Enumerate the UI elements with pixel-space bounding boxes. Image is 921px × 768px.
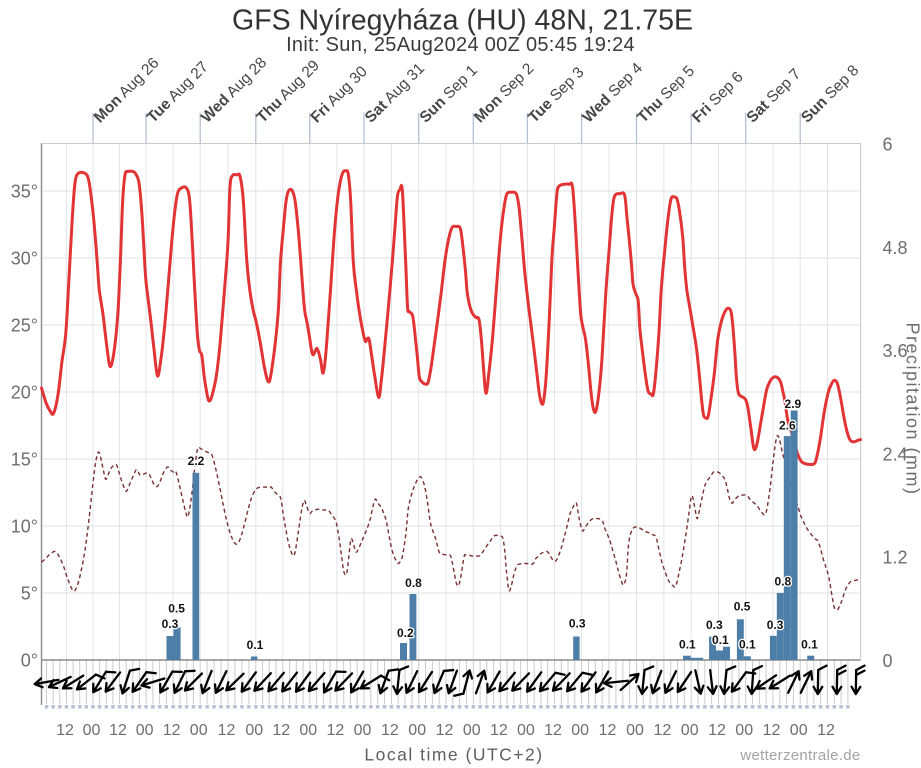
svg-text:0.8: 0.8 (775, 575, 792, 589)
svg-text:0.1: 0.1 (739, 638, 756, 652)
svg-text:00: 00 (245, 722, 263, 739)
svg-text:00: 00 (571, 722, 589, 739)
svg-text:12: 12 (436, 722, 454, 739)
svg-text:2.6: 2.6 (779, 419, 796, 433)
svg-text:6: 6 (883, 135, 893, 155)
svg-text:00: 00 (626, 722, 644, 739)
svg-text:12: 12 (708, 722, 726, 739)
svg-text:0.1: 0.1 (712, 633, 729, 647)
svg-text:12: 12 (381, 722, 399, 739)
svg-text:12: 12 (490, 722, 508, 739)
svg-text:0.5: 0.5 (734, 600, 751, 614)
svg-text:Local time (UTC+2): Local time (UTC+2) (364, 745, 543, 765)
svg-text:Init: Sun, 25Aug2024 00Z 05:45: Init: Sun, 25Aug2024 00Z 05:45 19:24 (286, 34, 635, 56)
svg-text:0.1: 0.1 (247, 638, 264, 652)
svg-text:0.3: 0.3 (767, 618, 784, 632)
svg-text:12: 12 (218, 722, 236, 739)
svg-text:12: 12 (327, 722, 345, 739)
svg-text:00: 00 (299, 722, 317, 739)
svg-text:00: 00 (83, 722, 101, 739)
svg-text:12: 12 (272, 722, 290, 739)
svg-text:12: 12 (56, 722, 74, 739)
svg-text:12: 12 (544, 722, 562, 739)
svg-text:20°: 20° (11, 382, 38, 402)
svg-text:00: 00 (463, 722, 481, 739)
svg-text:00: 00 (408, 722, 426, 739)
svg-text:00: 00 (790, 722, 808, 739)
svg-text:00: 00 (354, 722, 372, 739)
svg-text:GFS Nyíregyháza (HU) 48N, 21.7: GFS Nyíregyháza (HU) 48N, 21.75E (232, 5, 693, 37)
svg-text:12: 12 (817, 722, 835, 739)
svg-text:15°: 15° (11, 449, 38, 469)
svg-text:2.4: 2.4 (883, 444, 908, 464)
svg-text:0°: 0° (21, 650, 38, 670)
svg-text:4.8: 4.8 (883, 238, 908, 258)
svg-text:30°: 30° (11, 248, 38, 268)
svg-text:00: 00 (517, 722, 535, 739)
svg-text:0.1: 0.1 (679, 638, 696, 652)
svg-text:35°: 35° (11, 181, 38, 201)
svg-text:5°: 5° (21, 583, 38, 603)
svg-text:00: 00 (681, 722, 699, 739)
svg-text:0.3: 0.3 (569, 616, 586, 630)
svg-text:00: 00 (735, 722, 753, 739)
svg-text:0.5: 0.5 (168, 601, 185, 615)
svg-text:1.2: 1.2 (883, 548, 908, 568)
svg-text:12: 12 (763, 722, 781, 739)
svg-text:12: 12 (163, 722, 181, 739)
svg-text:0: 0 (883, 651, 893, 671)
svg-text:12: 12 (109, 722, 127, 739)
svg-text:Precipitation (mm): Precipitation (mm) (903, 322, 921, 495)
svg-text:00: 00 (136, 722, 154, 739)
svg-text:0.2: 0.2 (397, 626, 414, 640)
svg-text:0.1: 0.1 (801, 638, 818, 652)
svg-text:2.2: 2.2 (188, 454, 205, 468)
svg-text:0.3: 0.3 (706, 618, 723, 632)
svg-text:12: 12 (654, 722, 672, 739)
svg-text:0.3: 0.3 (162, 617, 179, 631)
svg-text:00: 00 (190, 722, 208, 739)
svg-text:12: 12 (599, 722, 617, 739)
svg-text:10°: 10° (11, 516, 38, 536)
svg-text:25°: 25° (11, 315, 38, 335)
svg-text:3.6: 3.6 (883, 341, 908, 361)
svg-text:0.8: 0.8 (405, 576, 422, 590)
svg-text:2.9: 2.9 (785, 397, 802, 411)
svg-text:wetterzentrale.de: wetterzentrale.de (739, 747, 860, 764)
